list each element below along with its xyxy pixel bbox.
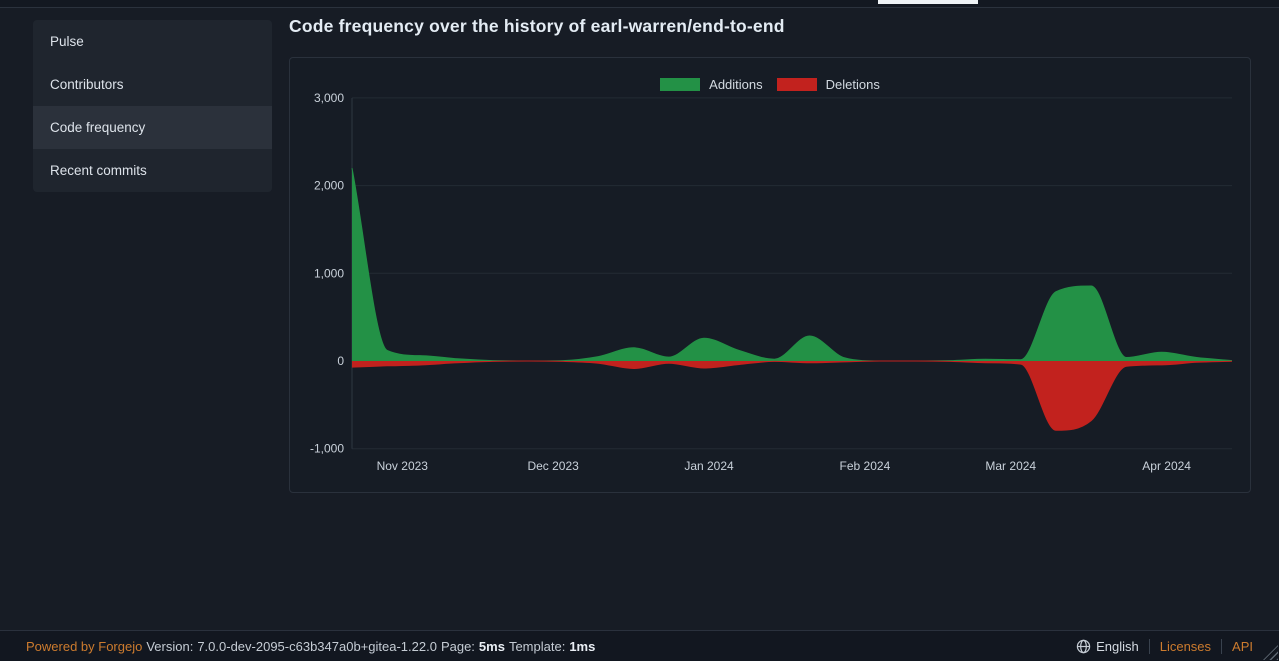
footer-right: English Licenses API	[1076, 638, 1253, 654]
sidebar-item-code-frequency[interactable]: Code frequency	[33, 106, 272, 149]
active-tab-underline[interactable]	[878, 0, 978, 4]
legend-label-additions: Additions	[709, 77, 763, 92]
page-time: 5ms	[478, 638, 505, 654]
repo-activity-sidebar: Pulse Contributors Code frequency Recent co…	[33, 20, 272, 192]
footer-left: Powered by Forgejo Version: 7.0.0-dev-20…	[26, 639, 599, 654]
svg-text:Mar 2024: Mar 2024	[985, 459, 1036, 473]
legend-entry-deletions[interactable]: Deletions	[776, 77, 880, 92]
header-bar	[0, 0, 1279, 8]
svg-text:Jan 2024: Jan 2024	[684, 459, 734, 473]
svg-text:Dec 2023: Dec 2023	[527, 459, 579, 473]
page-label: Page:	[440, 638, 475, 654]
footer-divider	[1221, 638, 1223, 654]
api-link[interactable]: API	[1232, 638, 1253, 654]
sidebar-item-label: Contributors	[50, 77, 124, 92]
version-text: 7.0.0-dev-2095-c63b347a0b+gitea-1.22.0	[197, 638, 437, 654]
footer-divider	[1148, 638, 1150, 654]
svg-text:Apr 2024: Apr 2024	[1142, 459, 1191, 473]
licenses-link[interactable]: Licenses	[1159, 638, 1212, 654]
footer: Powered by Forgejo Version: 7.0.0-dev-20…	[0, 630, 1279, 661]
sidebar-item-label: Recent commits	[50, 163, 147, 178]
page-title: Code frequency over the history of earl-…	[289, 16, 785, 36]
svg-text:2,000: 2,000	[314, 179, 344, 193]
legend-entry-additions[interactable]: Additions	[660, 77, 763, 92]
chart-legend: Additions Deletions	[290, 77, 1250, 92]
svg-text:0: 0	[337, 354, 344, 368]
svg-text:-1,000: -1,000	[310, 442, 344, 456]
sidebar-item-label: Pulse	[50, 34, 84, 49]
language-label: English	[1096, 638, 1139, 654]
powered-by-link[interactable]: Powered by Forgejo	[26, 638, 143, 654]
globe-icon	[1076, 639, 1091, 653]
svg-text:3,000: 3,000	[314, 91, 344, 105]
sidebar-item-recent-commits[interactable]: Recent commits	[33, 149, 272, 192]
svg-text:1,000: 1,000	[314, 266, 344, 280]
language-selector[interactable]: English	[1076, 639, 1139, 654]
sidebar-item-pulse[interactable]: Pulse	[33, 20, 272, 63]
template-label: Template:	[508, 638, 566, 654]
svg-text:Feb 2024: Feb 2024	[840, 459, 891, 473]
deletions-swatch-icon	[776, 78, 817, 91]
additions-swatch-icon	[660, 78, 701, 91]
version-label: Version:	[146, 638, 194, 654]
template-time: 1ms	[569, 638, 596, 654]
code-frequency-chart: 3,000 2,000 1,000 0 -1,000 Nov 2023 Dec 2023 Ja…	[310, 91, 1233, 473]
legend-label-deletions: Deletions	[825, 77, 880, 92]
svg-text:Nov 2023: Nov 2023	[377, 459, 429, 473]
sidebar-item-label: Code frequency	[50, 120, 146, 135]
sidebar-item-contributors[interactable]: Contributors	[33, 63, 272, 106]
chart-panel: Additions Deletions 3,000 2,000 1,000 0 -1,0…	[289, 57, 1251, 493]
